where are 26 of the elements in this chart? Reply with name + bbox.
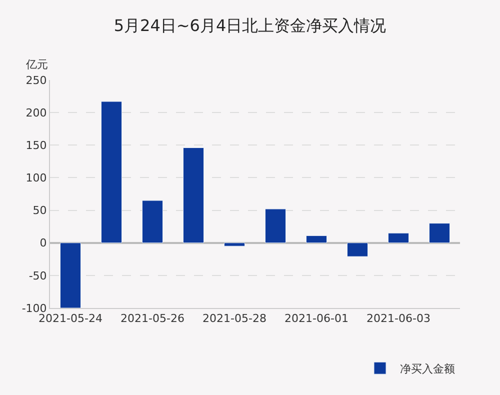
x-tick-label: 2021-05-28 bbox=[202, 312, 266, 326]
bar bbox=[224, 242, 245, 246]
y-tick-label: 0 bbox=[40, 236, 47, 250]
bar bbox=[60, 242, 81, 308]
bar bbox=[265, 208, 286, 244]
x-tick-label: 2021-06-01 bbox=[284, 312, 348, 326]
bar bbox=[142, 200, 163, 244]
bar bbox=[101, 101, 122, 244]
x-tick-label: 2021-05-26 bbox=[120, 312, 184, 326]
y-tick-label: 250 bbox=[26, 74, 47, 87]
bar bbox=[183, 148, 204, 244]
y-tick-label: 50 bbox=[32, 204, 47, 218]
bar bbox=[306, 235, 327, 244]
y-tick-label: -50 bbox=[28, 269, 47, 282]
y-tick-label: 100 bbox=[26, 172, 47, 185]
bar bbox=[388, 232, 409, 244]
y-axis-title: 亿元 bbox=[25, 58, 48, 71]
legend-label: 净买入金额 bbox=[400, 362, 455, 376]
chart-title: 5月24日~6月4日北上资金净买入情况 bbox=[114, 16, 386, 35]
x-tick-label: 2021-06-03 bbox=[366, 312, 430, 326]
y-tick-label: 150 bbox=[26, 138, 47, 152]
bar bbox=[347, 242, 368, 257]
y-tick-label: 200 bbox=[26, 106, 47, 120]
y-tick-label: -100 bbox=[22, 302, 47, 315]
bar bbox=[429, 223, 450, 244]
x-tick-label: 2021-05-24 bbox=[38, 312, 102, 326]
